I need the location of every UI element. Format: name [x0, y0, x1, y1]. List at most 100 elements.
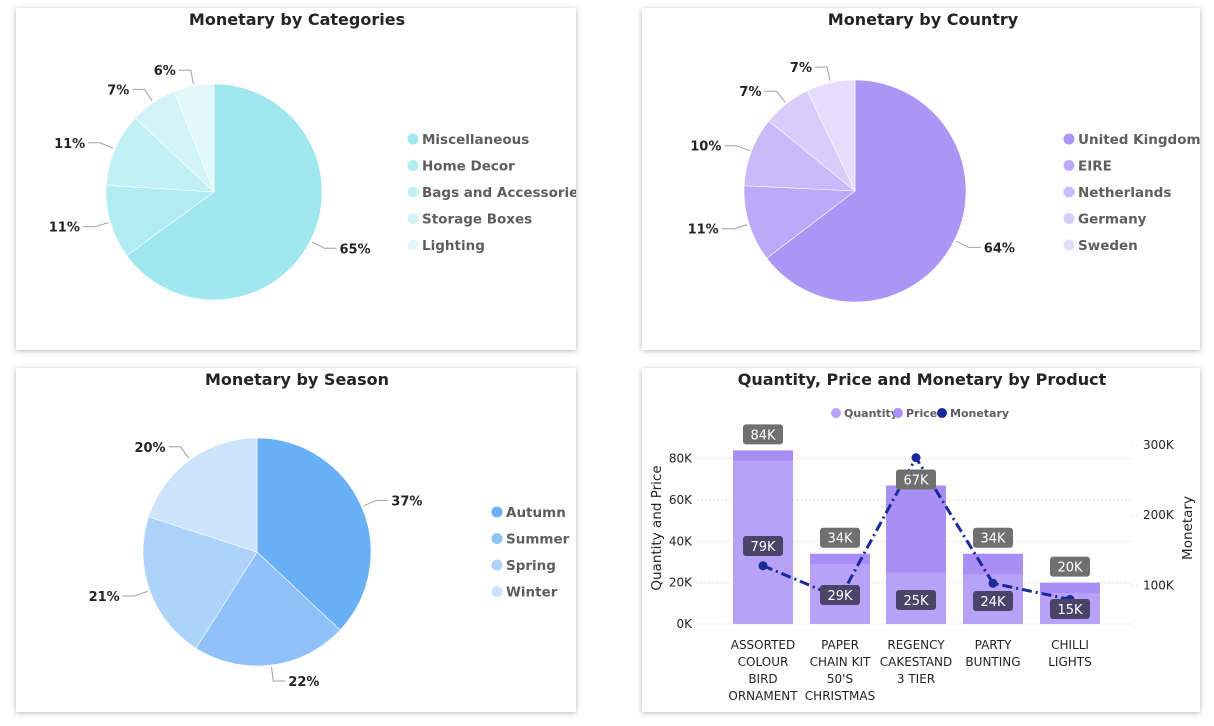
legend-item-bags-and-accessories[interactable]: Bags and Accessories [422, 185, 576, 201]
pie-slice-eire[interactable] [743, 185, 856, 259]
legend-marker-miscellaneous [407, 133, 419, 145]
quantity-label-party-bunting-bg [973, 591, 1013, 611]
right-tick-label: 100K [1143, 578, 1175, 592]
category-label-regency-cakestand-3-tier: REGENCY [887, 638, 945, 652]
price-label-party-bunting: 34K [980, 532, 1006, 547]
leader-line [168, 446, 190, 459]
season-chart-title: Monetary by Season [205, 370, 389, 389]
pie-slice-bags-and-accessories[interactable] [105, 117, 215, 193]
category-label-paper-chain-kit-50-s-christmas: CHAIN KIT [810, 655, 871, 669]
data-label-home-decor: 11% [49, 221, 80, 236]
quantity-label-chilli-lights-bg [1050, 599, 1090, 619]
data-label-storage-boxes: 7% [107, 83, 129, 98]
categories-chart-card: Monetary by Categories 65% 11% 11% 7% 6% Mis… [16, 8, 576, 350]
legend-item-quantity[interactable]: Quantity [844, 407, 898, 420]
product-chart: Quantity, Price and Monetary by Product … [649, 370, 1196, 703]
leader-line [363, 499, 389, 507]
legend-marker-monetary [937, 408, 947, 418]
pie-slice-summer[interactable] [195, 551, 341, 667]
legend-item-price[interactable]: Price [906, 407, 937, 420]
pie-slice-united-kingdom[interactable] [766, 79, 967, 303]
pie-slice-autumn[interactable] [256, 437, 372, 631]
category-label-assorted-colour-bird-ornament: ASSORTED [731, 638, 796, 652]
legend-item-autumn[interactable]: Autumn [506, 505, 566, 521]
leader-line [724, 145, 750, 152]
season-chart-card: Monetary by Season 37% 22% 21% 20% Autumn Su… [16, 368, 576, 712]
price-label-regency-cakestand-3-tier-bg [896, 469, 936, 490]
price-label-paper-chain-kit-50-s-christmas: 34K [827, 532, 853, 547]
left-axis-title: Quantity and Price [649, 465, 665, 590]
left-tick-label: 0K [676, 617, 693, 631]
legend-item-sweden[interactable]: Sweden [1078, 238, 1138, 254]
legend-item-united-kingdom[interactable]: United Kingdom [1078, 132, 1200, 148]
left-tick-label: 80K [669, 452, 693, 466]
data-label-netherlands: 10% [690, 140, 721, 155]
monetary-point-assorted-colour-bird-ornament[interactable] [758, 561, 768, 571]
left-tick-label: 20K [669, 576, 693, 590]
pie-slice-spring[interactable] [142, 516, 258, 649]
legend-item-monetary[interactable]: Monetary [950, 407, 1009, 420]
quantity-label-chilli-lights: 15K [1057, 603, 1083, 618]
country-chart-card: Monetary by Country 64% 11% 10% 7% 7% United… [642, 8, 1200, 350]
legend-marker-autumn [491, 506, 503, 518]
leader-line [178, 69, 194, 84]
pie-slice-lighting[interactable] [173, 83, 215, 193]
quantity-label-assorted-colour-bird-ornament-bg [743, 536, 783, 556]
quantity-label-paper-chain-kit-50-s-christmas: 29K [827, 589, 853, 604]
pie-slice-winter[interactable] [148, 437, 258, 553]
data-label-winter: 20% [134, 441, 165, 456]
price-label-assorted-colour-bird-ornament: 84K [750, 428, 776, 443]
pie-slice-miscellaneous[interactable] [126, 83, 323, 301]
legend-item-home-decor[interactable]: Home Decor [422, 159, 515, 175]
legend-marker-sweden [1063, 239, 1075, 251]
price-label-paper-chain-kit-50-s-christmas-bg [820, 527, 860, 548]
legend-marker-lighting [407, 239, 419, 251]
category-label-regency-cakestand-3-tier: 3 TIER [897, 672, 935, 686]
price-label-regency-cakestand-3-tier: 67K [903, 474, 929, 489]
left-tick-label: 40K [669, 534, 693, 548]
legend-item-spring[interactable]: Spring [506, 558, 556, 574]
right-tick-label: 200K [1143, 508, 1175, 522]
data-label-germany: 7% [739, 85, 761, 100]
product-legend: Quantity Price Monetary [831, 407, 1009, 420]
legend-item-netherlands[interactable]: Netherlands [1078, 185, 1171, 201]
data-label-autumn: 37% [391, 494, 422, 509]
categories-chart: Monetary by Categories 65% 11% 11% 7% 6% Mis… [49, 10, 576, 301]
legend-marker-united-kingdom [1063, 133, 1075, 145]
data-label-spring: 21% [89, 590, 120, 605]
price-label-chilli-lights-bg [1050, 556, 1090, 577]
monetary-point-regency-cakestand-3-tier[interactable] [911, 453, 921, 463]
quantity-label-paper-chain-kit-50-s-christmas-bg [820, 585, 860, 605]
leader-line [82, 222, 109, 228]
data-label-eire: 11% [688, 223, 719, 238]
monetary-point-party-bunting[interactable] [988, 578, 998, 588]
pie-slice-sweden[interactable] [806, 79, 856, 192]
leader-line [721, 224, 748, 230]
category-label-party-bunting: PARTY [975, 638, 1012, 652]
legend-item-miscellaneous[interactable]: Miscellaneous [422, 132, 529, 148]
category-label-paper-chain-kit-50-s-christmas: 50'S [827, 672, 853, 686]
legend-item-winter[interactable]: Winter [506, 585, 558, 601]
category-label-assorted-colour-bird-ornament: BIRD [748, 672, 777, 686]
categories-chart-title: Monetary by Categories [189, 10, 405, 29]
pie-slice-home-decor[interactable] [105, 184, 215, 256]
legend-marker-winter [491, 586, 503, 597]
legend-item-eire[interactable]: EIRE [1078, 159, 1112, 175]
pie-slice-netherlands[interactable] [743, 120, 856, 192]
legend-item-lighting[interactable]: Lighting [422, 238, 485, 254]
legend-item-storage-boxes[interactable]: Storage Boxes [422, 212, 532, 228]
legend-item-summer[interactable]: Summer [506, 532, 570, 548]
leader-line [764, 90, 786, 103]
data-label-lighting: 6% [154, 64, 176, 79]
right-tick-label: 300K [1143, 438, 1175, 452]
data-label-bags-and-accessories: 11% [54, 137, 85, 152]
data-label-miscellaneous: 65% [340, 242, 371, 257]
quantity-label-assorted-colour-bird-ornament: 79K [750, 540, 776, 555]
category-label-paper-chain-kit-50-s-christmas: CHRISTMAS [805, 689, 875, 703]
quantity-label-regency-cakestand-3-tier-bg [896, 590, 936, 610]
category-label-chilli-lights: CHILLI [1051, 638, 1089, 652]
data-label-united-kingdom: 64% [984, 241, 1015, 256]
price-label-party-bunting-bg [973, 527, 1013, 548]
leader-line [815, 66, 831, 81]
legend-item-germany[interactable]: Germany [1078, 212, 1147, 228]
